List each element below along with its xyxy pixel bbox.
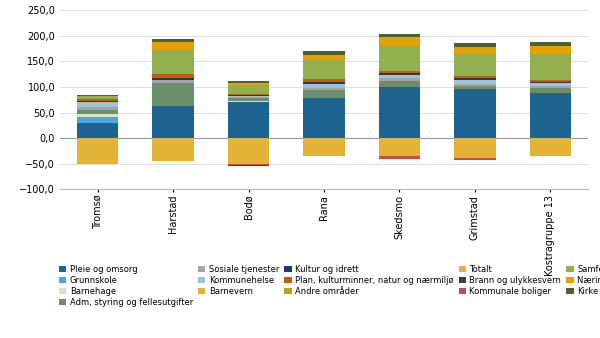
Bar [152, 106, 194, 138]
Bar [530, 46, 571, 54]
Bar [379, 81, 420, 87]
Bar [303, 84, 345, 89]
Bar [77, 117, 118, 123]
Bar [77, 101, 118, 102]
Bar [454, 78, 496, 80]
Bar [228, 101, 269, 102]
Bar [77, 96, 118, 99]
Bar [530, 93, 571, 138]
Bar [303, 98, 345, 138]
Bar [303, 51, 345, 55]
Bar [454, 76, 496, 78]
Bar [379, 87, 420, 138]
Bar [77, 95, 118, 96]
Bar [530, 87, 571, 89]
Bar [530, 138, 571, 156]
Bar [152, 74, 194, 78]
Bar [228, 165, 269, 166]
Bar [379, 75, 420, 78]
Bar [152, 49, 194, 74]
Bar [228, 96, 269, 97]
Bar [152, 83, 194, 106]
Bar [454, 43, 496, 47]
Bar [530, 89, 571, 93]
Bar [152, 42, 194, 49]
Bar [228, 98, 269, 101]
Bar [77, 99, 118, 101]
Bar [454, 53, 496, 76]
Bar [379, 138, 420, 156]
Bar [379, 34, 420, 37]
Bar [228, 94, 269, 95]
Bar [303, 79, 345, 82]
Bar [77, 114, 118, 117]
Legend: Pleie og omsorg, Grunnskole, Barnehage, Adm, styring og fellesutgifter, Sosiale : Pleie og omsorg, Grunnskole, Barnehage, … [59, 265, 600, 307]
Bar [152, 39, 194, 42]
Bar [379, 37, 420, 45]
Bar [454, 158, 496, 160]
Bar [228, 97, 269, 98]
Bar [454, 86, 496, 90]
Bar [454, 84, 496, 86]
Bar [303, 91, 345, 98]
Bar [530, 80, 571, 82]
Bar [454, 90, 496, 138]
Bar [379, 73, 420, 75]
Bar [530, 54, 571, 80]
Bar [303, 82, 345, 84]
Bar [228, 81, 269, 83]
Bar [152, 80, 194, 83]
Bar [530, 83, 571, 87]
Bar [530, 42, 571, 46]
Bar [303, 60, 345, 79]
Bar [77, 110, 118, 114]
Bar [77, 102, 118, 107]
Bar [228, 138, 269, 164]
Bar [228, 102, 269, 138]
Bar [379, 45, 420, 71]
Bar [303, 138, 345, 156]
Bar [152, 138, 194, 161]
Bar [379, 78, 420, 81]
Bar [379, 71, 420, 73]
Bar [77, 138, 118, 164]
Bar [152, 78, 194, 80]
Bar [454, 80, 496, 84]
Bar [228, 95, 269, 96]
Bar [228, 164, 269, 165]
Bar [77, 107, 118, 110]
Bar [454, 138, 496, 158]
Bar [379, 156, 420, 159]
Bar [303, 89, 345, 91]
Bar [454, 47, 496, 53]
Bar [530, 82, 571, 83]
Bar [77, 123, 118, 138]
Bar [228, 83, 269, 85]
Bar [303, 55, 345, 60]
Bar [228, 85, 269, 94]
